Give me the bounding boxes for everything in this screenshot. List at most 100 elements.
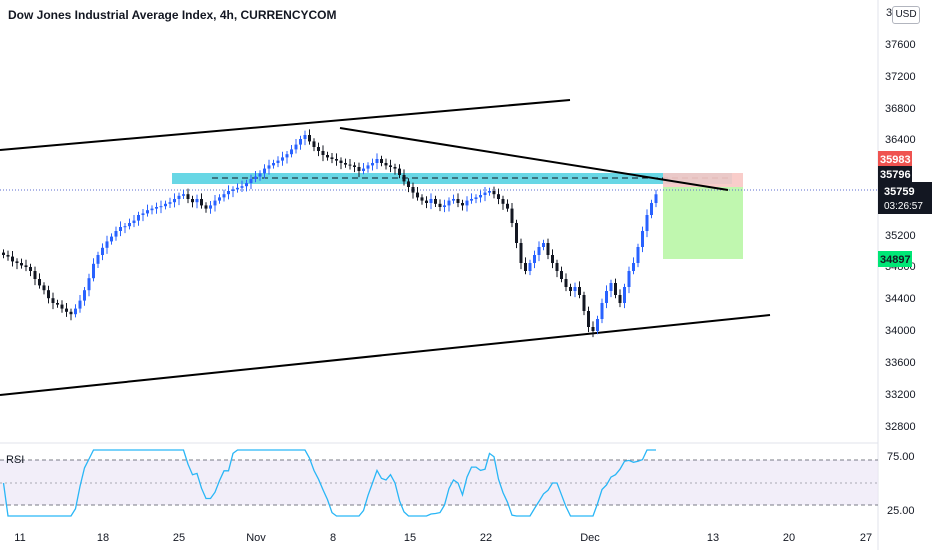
- lower-channel-line: [0, 314, 771, 396]
- candle-body: [384, 163, 388, 166]
- candle-body: [452, 199, 455, 201]
- candle-body: [150, 208, 154, 211]
- time-tick: Dec: [580, 532, 600, 544]
- candle-body: [222, 194, 226, 198]
- candle-body: [236, 187, 239, 190]
- candle-body: [600, 303, 604, 319]
- price-tick: 32800: [885, 421, 916, 433]
- candle-body: [618, 295, 622, 303]
- candle-body: [402, 175, 406, 182]
- candle-body: [348, 164, 352, 166]
- candle-body: [213, 200, 217, 206]
- candle-body: [312, 141, 316, 147]
- candle-body: [308, 135, 311, 142]
- candle-body: [555, 263, 559, 271]
- zone-price-tag: [878, 166, 912, 182]
- price-tick: 33200: [885, 389, 916, 401]
- candle-body: [474, 197, 478, 199]
- candle-body: [366, 165, 370, 169]
- time-tick: 15: [404, 532, 416, 544]
- candle-body: [578, 287, 581, 295]
- candle-body: [51, 298, 55, 303]
- candle-body: [587, 311, 590, 327]
- candle-body: [218, 197, 221, 201]
- candle-body: [38, 279, 41, 286]
- candle-body: [209, 205, 212, 209]
- candle-body: [461, 203, 464, 206]
- candle-body: [132, 220, 136, 223]
- candle-body: [119, 227, 122, 231]
- candle-body: [74, 308, 77, 315]
- candle-body: [6, 255, 10, 257]
- candle-body: [155, 207, 158, 209]
- time-tick: 27: [860, 532, 872, 544]
- time-tick: Nov: [246, 532, 266, 544]
- candle-body: [434, 199, 437, 204]
- candle-body: [56, 303, 59, 305]
- candle-body: [60, 304, 64, 309]
- candle-body: [245, 183, 248, 187]
- candle-body: [524, 263, 527, 271]
- candle-body: [353, 165, 356, 167]
- candle-body: [416, 192, 419, 198]
- price-tick: 34000: [885, 325, 916, 337]
- rsi-label: RSI: [6, 454, 24, 466]
- candle-body: [276, 160, 280, 163]
- candle-body: [492, 191, 496, 195]
- candle-body: [195, 199, 199, 203]
- candle-body: [591, 327, 595, 331]
- candle-body: [641, 231, 644, 247]
- candle-body: [303, 135, 307, 139]
- price-tick: 34400: [885, 293, 916, 305]
- candle-body: [191, 199, 194, 203]
- candle-body: [411, 187, 415, 193]
- candle-body: [69, 311, 73, 315]
- candle-body: [177, 195, 181, 199]
- candle-body: [510, 208, 514, 223]
- target-price-text: 34897: [880, 254, 911, 266]
- candle-body: [227, 191, 230, 195]
- candle-body: [470, 199, 473, 201]
- candle-body: [582, 295, 586, 311]
- candle-body: [393, 167, 397, 169]
- time-tick: 8: [330, 532, 336, 544]
- stop-loss-zone: [663, 173, 743, 187]
- candle-body: [15, 261, 19, 263]
- time-tick: 11: [14, 532, 25, 544]
- candle-body: [267, 165, 271, 169]
- candle-body: [263, 168, 266, 174]
- candle-body: [339, 160, 343, 163]
- candle-body: [438, 203, 442, 207]
- candle-body: [114, 231, 118, 237]
- candle-body: [560, 271, 563, 279]
- candle-body: [542, 243, 545, 247]
- candle-body: [389, 165, 392, 167]
- candle-body: [78, 300, 82, 309]
- candle-body: [596, 319, 599, 331]
- candle-body: [2, 252, 5, 255]
- rsi-tick: 25.00: [887, 505, 915, 517]
- candle-body: [344, 163, 347, 165]
- candle-body: [92, 263, 95, 279]
- candle-body: [605, 291, 608, 303]
- candle-body: [515, 223, 518, 243]
- candle-body: [254, 176, 257, 179]
- currency-selector[interactable]: USD: [892, 6, 920, 24]
- candle-body: [407, 181, 410, 187]
- candle-body: [159, 206, 163, 208]
- candle-body: [294, 144, 298, 150]
- candle-body: [240, 186, 244, 188]
- candle-body: [497, 194, 500, 199]
- candle-body: [105, 241, 109, 248]
- candle-body: [33, 271, 37, 279]
- candle-body: [123, 226, 127, 228]
- candle-body: [371, 163, 374, 166]
- candle-body: [488, 191, 491, 193]
- candle-body: [42, 285, 46, 291]
- candle-body: [483, 192, 487, 195]
- candle-body: [272, 163, 275, 166]
- price-tick: 37600: [885, 39, 916, 51]
- candle-body: [141, 213, 145, 215]
- candle-body: [110, 236, 113, 242]
- candle-body: [609, 283, 613, 291]
